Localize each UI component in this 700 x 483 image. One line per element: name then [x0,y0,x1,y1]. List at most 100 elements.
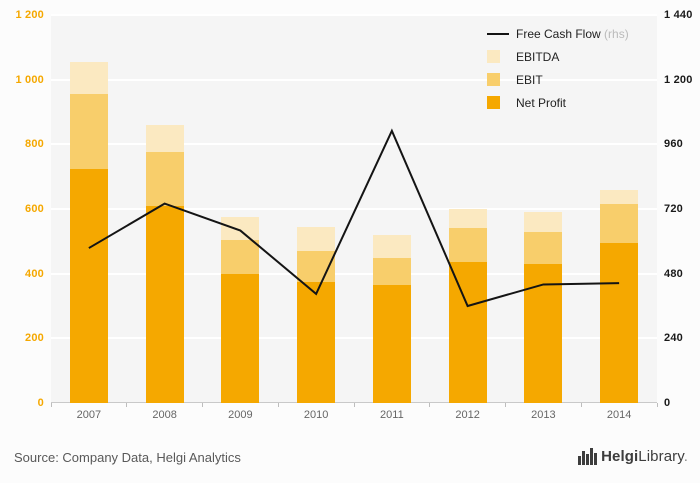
brand-text: HelgiLibrary. [601,448,688,465]
gridline [51,14,657,16]
left-axis-tick-label: 600 [25,203,44,215]
x-axis-labels: 2007 2008 2009 2010 2011 2012 2013 2014 [51,409,657,421]
x-axis-tick [277,403,279,407]
right-axis-tick-label: 0 [664,397,671,409]
bar-slot-2009 [203,15,279,403]
gridline [51,272,657,275]
x-axis-tick [126,403,128,407]
x-axis-tick [202,403,203,407]
bar-segment-ebitda [69,61,108,95]
legend-swatch [487,96,511,109]
legend-swatch [487,50,511,63]
legend-label-free-cash-flow: Free Cash Flow (rhs) [516,26,629,41]
helgi-library-logo: HelgiLibrary. [578,447,688,465]
x-axis-tick [429,403,431,407]
gridline [51,337,657,340]
bar-segment-ebit [600,204,639,243]
x-axis-line [51,402,657,403]
bar-segment-net-profit [600,242,639,403]
legend-item-ebitda: EBITDA [487,49,629,64]
legend-suffix: (rhs) [600,26,629,41]
gridline [51,78,657,81]
x-axis-label-2009: 2009 [228,409,253,421]
legend-item-net-profit: Net Profit [487,95,629,110]
bar-segment-ebit [145,152,184,206]
left-axis-tick-label: 200 [25,332,44,345]
legend-item-free-cash-flow: Free Cash Flow (rhs) [487,26,629,41]
left-axis-tick-label: 800 [25,138,44,151]
brand-name-bold: Helgi [601,447,639,465]
bar-segment-ebitda [524,212,563,232]
x-axis-label-2008: 2008 [152,409,177,421]
bar-segment-ebit [448,228,487,263]
bar-slot-2012 [430,15,506,403]
bar-segment-ebit [524,231,563,264]
x-axis-tick [50,403,52,407]
left-axis-tick-label: 1 000 [15,73,44,86]
bar-2014 [600,15,639,403]
source-text: Source: Company Data, Helgi Analytics [14,450,241,465]
brand-name-rest: Library [638,447,684,465]
left-axis-labels: 1 200 1 000 800 600 400 200 0 [0,9,44,409]
x-axis-tick [505,403,506,407]
bar-chart-icon [578,448,598,465]
right-axis-tick-label: 960 [664,138,683,151]
x-axis-label-2007: 2007 [76,409,102,421]
bar-2009 [221,15,260,403]
bar-segment-net-profit [448,262,487,403]
gridline [51,143,657,146]
brand-name-dot: . [683,447,688,465]
right-axis-tick-label: 240 [664,332,683,345]
bar-segment-ebitda [448,209,487,229]
legend-swatch [487,73,511,86]
gridlines-layer [51,14,657,403]
bar-2010 [297,15,336,403]
bar-segment-net-profit [221,273,260,403]
bar-segment-ebitda [372,234,411,258]
left-axis-tick-label: 0 [37,397,44,409]
x-axis-label-2010: 2010 [303,409,329,421]
x-axis-label-2014: 2014 [606,409,632,421]
bar-segment-net-profit [297,281,336,403]
right-axis-labels: 1 440 1 200 960 720 480 240 0 [664,9,700,409]
x-axis-label-2012: 2012 [455,409,480,421]
footer: Source: Company Data, Helgi Analytics He… [0,444,700,483]
legend-item-ebit: EBIT [487,72,629,87]
bar-segment-ebitda [297,226,336,252]
x-axis-tick [580,403,582,407]
legend-label-net-profit: Net Profit [516,95,567,110]
bar-segment-ebit [221,239,260,274]
plot-area [51,14,657,403]
bar-segment-ebitda [221,217,260,240]
legend-line-sample [487,32,511,35]
x-axis-tick [656,403,658,407]
bar-slot-2011 [354,15,430,403]
x-axis-label-2011: 2011 [380,409,404,421]
right-axis-tick-label: 1 440 [664,9,693,21]
bar-segment-net-profit [145,205,184,403]
bar-segment-ebitda [145,124,184,153]
right-axis-tick-label: 480 [664,267,683,280]
gridline [51,208,657,210]
left-axis-tick-label: 1 200 [15,9,44,21]
bar-segment-ebitda [600,189,639,205]
legend-label-ebitda: EBITDA [516,49,560,64]
left-axis-tick-label: 400 [25,267,44,280]
bar-segment-net-profit [69,168,108,403]
bar-2011 [372,15,411,403]
right-axis-tick-label: 1 200 [664,73,693,86]
x-axis-tick [353,403,355,407]
bar-slot-2010 [278,15,354,403]
bar-segment-ebit [69,94,108,169]
swatch-mark [487,73,500,86]
legend-label-ebit: EBIT [516,72,543,87]
legend: Free Cash Flow (rhs) EBITDA EBIT Net Profit [487,26,629,110]
bar-2007 [69,15,108,403]
right-axis-tick-label: 720 [664,203,683,215]
bar-slot-2008 [127,15,203,403]
bar-2008 [145,15,184,403]
bar-slot-2014 [581,15,657,403]
line-sample-mark [487,32,509,35]
swatch-mark [487,96,500,109]
